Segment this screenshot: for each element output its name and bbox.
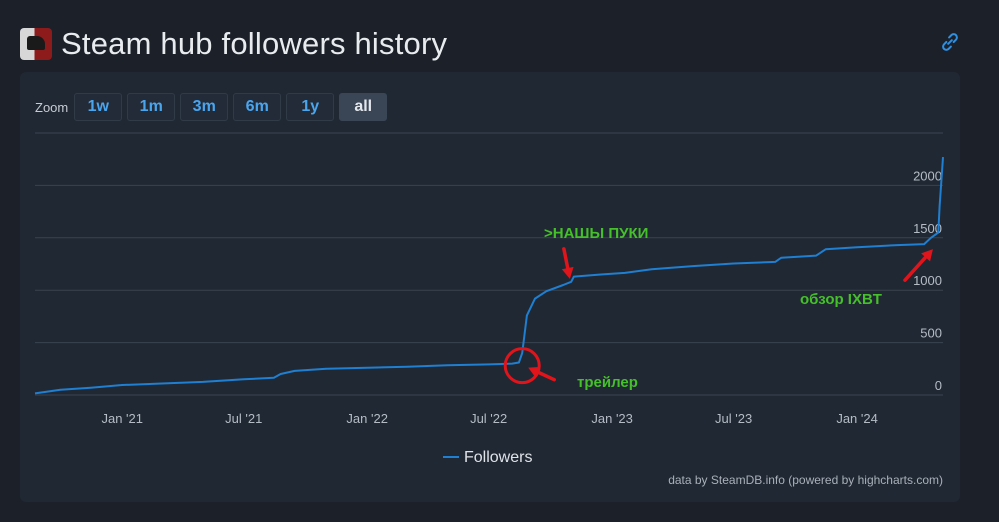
zoom-3m-button[interactable]: 3m bbox=[180, 93, 229, 121]
zoom-1m-button[interactable]: 1m bbox=[127, 93, 176, 121]
annotation-arrow-nashy-puki bbox=[561, 247, 574, 279]
y-tick-label: 2000 bbox=[913, 168, 942, 183]
series-line-followers[interactable] bbox=[34, 157, 944, 395]
x-tick-label: Jul '23 bbox=[715, 411, 752, 426]
page-header: Steam hub followers history bbox=[20, 26, 447, 62]
x-tick-label: Jan '21 bbox=[101, 411, 143, 426]
x-tick-label: Jul '21 bbox=[225, 411, 262, 426]
zoom-all-button[interactable]: all bbox=[339, 93, 388, 121]
y-tick-label: 1500 bbox=[913, 221, 942, 236]
x-axis: Jan '21 Jul '21 Jan '22 Jul '22 Jan '23 Jul '… bbox=[101, 411, 877, 426]
annotation-arrow-obzor-ixbt bbox=[903, 249, 933, 282]
annotation-nashy-puki: >НАШЫ ПУКИ bbox=[544, 225, 648, 242]
annotation-arrow-trailer bbox=[528, 366, 556, 382]
annotation-obzor-ixbt: обзор IXBT bbox=[800, 291, 882, 308]
annotation-layer: >НАШЫ ПУКИ обзор IXBT трейлер bbox=[503, 225, 933, 391]
annotation-trailer: трейлер bbox=[577, 374, 638, 391]
y-tick-label: 1000 bbox=[913, 273, 942, 288]
grid-lines bbox=[35, 132, 943, 396]
y-tick-label: 500 bbox=[920, 326, 942, 341]
y-tick-label: 0 bbox=[935, 378, 942, 393]
chart-card: Zoom 1w 1m 3m 6m 1y all 0 500 1000 1500 2000… bbox=[20, 72, 960, 502]
annotation-circle bbox=[503, 347, 541, 385]
followers-chart: 0 500 1000 1500 2000 Jan '21 Jul '21 Jan '22 Ju… bbox=[34, 132, 944, 487]
legend-label-followers: Followers bbox=[464, 449, 532, 466]
page-title: Steam hub followers history bbox=[61, 26, 448, 61]
link-icon[interactable] bbox=[939, 31, 961, 53]
x-tick-label: Jul '22 bbox=[470, 411, 507, 426]
app-avatar bbox=[20, 28, 52, 60]
zoom-bar: Zoom 1w 1m 3m 6m 1y all bbox=[35, 93, 392, 121]
zoom-6m-button[interactable]: 6m bbox=[233, 93, 282, 121]
x-tick-label: Jan '23 bbox=[591, 411, 633, 426]
credits[interactable]: data by SteamDB.info (powered by highcha… bbox=[668, 473, 943, 487]
legend[interactable]: Followers bbox=[443, 449, 532, 466]
x-tick-label: Jan '24 bbox=[836, 411, 878, 426]
zoom-1w-button[interactable]: 1w bbox=[74, 93, 123, 121]
zoom-label: Zoom bbox=[35, 99, 69, 115]
x-tick-label: Jan '22 bbox=[346, 411, 388, 426]
y-axis: 0 500 1000 1500 2000 bbox=[913, 168, 942, 393]
zoom-1y-button[interactable]: 1y bbox=[286, 93, 335, 121]
